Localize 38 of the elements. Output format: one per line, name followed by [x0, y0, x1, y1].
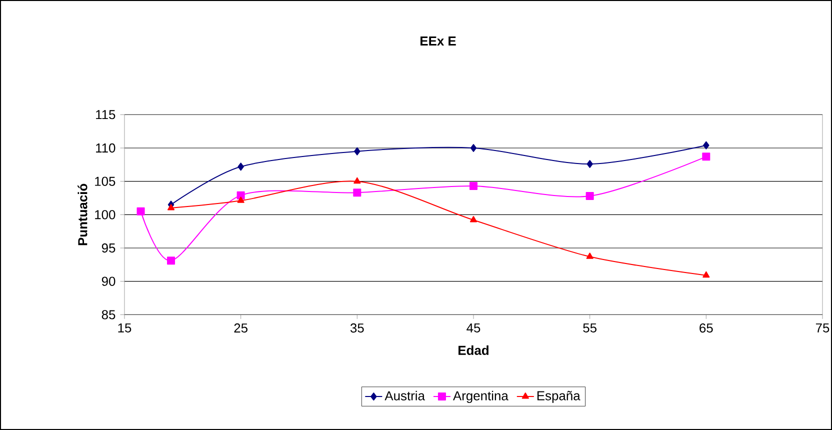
- y-tick-label: 95: [102, 243, 116, 253]
- point: [354, 147, 360, 156]
- legend-label: España: [537, 390, 580, 403]
- x-tick-label: 15: [118, 323, 132, 332]
- point: [702, 152, 710, 161]
- y-tick-label: 115: [96, 110, 116, 120]
- point: [236, 191, 245, 200]
- y-tick-label: 90: [102, 276, 116, 286]
- y-tick-label: 100: [95, 210, 116, 220]
- point: [470, 216, 478, 222]
- legend-label: Austria: [384, 390, 425, 400]
- point: [586, 160, 593, 168]
- point: [238, 162, 244, 171]
- chart-title: EEx E: [420, 36, 456, 46]
- y-axis-title: Puntuació: [78, 184, 88, 246]
- point: [136, 207, 145, 216]
- y-tick-label: 85: [102, 310, 116, 320]
- point: [354, 177, 361, 184]
- point: [469, 182, 478, 190]
- point: [353, 188, 362, 197]
- point: [237, 196, 244, 203]
- point: [703, 141, 710, 150]
- y-tick-label: 110: [96, 143, 116, 153]
- point: [586, 192, 594, 200]
- point: [586, 252, 594, 259]
- x-tick-label: 25: [234, 323, 248, 333]
- x-axis-title: Edad: [458, 345, 488, 355]
- x-tick-label: 75: [816, 323, 830, 332]
- legend-label: Argentina: [452, 390, 508, 403]
- point: [470, 144, 477, 152]
- point: [167, 204, 175, 210]
- y-tick-label: 105: [95, 176, 116, 186]
- point: [702, 271, 710, 278]
- x-tick-label: 35: [350, 323, 364, 333]
- x-tick-label: 55: [583, 323, 596, 332]
- x-tick-label: 65: [700, 323, 713, 333]
- x-tick-label: 45: [466, 323, 480, 332]
- point: [167, 256, 176, 265]
